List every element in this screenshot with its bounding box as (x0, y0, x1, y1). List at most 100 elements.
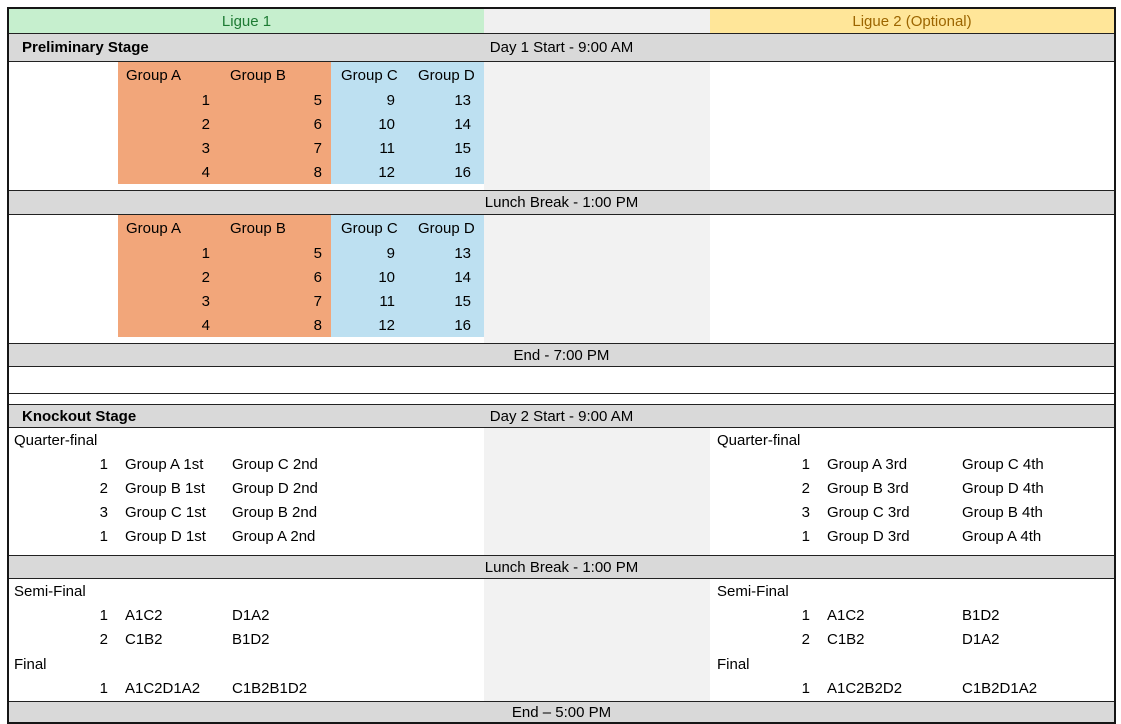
group-b-header: Group B (215, 215, 331, 241)
match-row: 4 8 12 16 (118, 160, 484, 184)
match-number: 16 (408, 160, 484, 184)
match-away: Group C 4th (962, 456, 1044, 473)
match-home: Group A 3rd (827, 456, 908, 473)
match-number: 1 (99, 680, 108, 697)
band-lunch-day2: Lunch Break - 1:00 PM (9, 555, 1114, 579)
match-number: 10 (331, 112, 408, 136)
match-home: Group B 3rd (827, 480, 909, 497)
match-number: 6 (215, 265, 331, 289)
match-row: 1 5 9 13 (118, 88, 484, 112)
match-number: 9 (331, 241, 408, 265)
match-number: 12 (331, 313, 408, 337)
semifinal-right-title: Semi-Final (717, 583, 789, 600)
middle-strip-quarterfinal (484, 428, 710, 555)
match-home: A1C2 (125, 607, 163, 624)
match-number: 13 (408, 241, 484, 265)
match-number: 1 (801, 456, 810, 473)
match-home: C1B2 (125, 631, 163, 648)
match-away: Group B 2nd (232, 504, 318, 521)
match-number: 3 (118, 136, 215, 160)
match-row: 3 7 11 15 (118, 136, 484, 160)
ligue2-header: Ligue 2 (Optional) (710, 9, 1114, 33)
schedule-sheet: Ligue 1 Ligue 2 (Optional) Preliminary S… (7, 7, 1116, 724)
lunch-break-text: Lunch Break - 1:00 PM (484, 194, 639, 211)
match-number: 2 (99, 480, 108, 497)
lunch-break-text: Lunch Break - 1:00 PM (484, 558, 639, 576)
match-number: 1 (801, 607, 810, 624)
match-row: 4 8 12 16 (118, 313, 484, 337)
match-number: 3 (801, 504, 810, 521)
band-day2-start: Knockout Stage Day 2 Start - 9:00 AM (9, 404, 1114, 428)
final-right-title: Final (717, 656, 750, 673)
semifinal-left-title: Semi-Final (14, 583, 86, 600)
group-table-session2: Group A Group B Group C Group D 1 5 9 13… (118, 215, 484, 337)
match-home: A1C2D1A2 (125, 680, 201, 697)
match-number: 14 (408, 265, 484, 289)
match-away: Group D 2nd (232, 480, 318, 497)
match-home: Group A 1st (125, 456, 204, 473)
group-d-header: Group D (408, 215, 484, 241)
match-away: C1B2B1D2 (232, 680, 308, 697)
match-number: 7 (215, 289, 331, 313)
middle-strip-prelim1 (484, 62, 710, 190)
ligue1-header: Ligue 1 (9, 9, 484, 33)
match-number: 16 (408, 313, 484, 337)
match-away: Group A 4th (962, 528, 1042, 545)
match-away: Group A 2nd (232, 528, 316, 545)
group-a-header: Group A (118, 215, 215, 241)
match-number: 5 (215, 241, 331, 265)
day2-start-text: Day 2 Start - 9:00 AM (489, 407, 634, 425)
match-number: 1 (99, 456, 108, 473)
match-number: 1 (801, 528, 810, 545)
preliminary-stage-label: Preliminary Stage (22, 39, 149, 56)
match-away: Group D 4th (962, 480, 1044, 497)
group-b-header: Group B (215, 62, 331, 88)
spacer-divider-line (9, 393, 1114, 394)
match-number: 2 (801, 480, 810, 497)
match-number: 1 (118, 88, 215, 112)
group-header-row: Group A Group B Group C Group D (118, 62, 484, 88)
match-home: Group C 3rd (827, 504, 910, 521)
match-number: 15 (408, 289, 484, 313)
end-day2-text: End – 5:00 PM (511, 703, 612, 721)
match-number: 4 (118, 160, 215, 184)
group-a-header: Group A (118, 62, 215, 88)
match-number: 1 (801, 680, 810, 697)
group-table-session1: Group A Group B Group C Group D 1 5 9 13… (118, 62, 484, 184)
group-c-header: Group C (331, 215, 408, 241)
match-number: 3 (118, 289, 215, 313)
match-number: 13 (408, 88, 484, 112)
match-away: B1D2 (232, 631, 270, 648)
band-lunch-day1: Lunch Break - 1:00 PM (9, 190, 1114, 215)
match-number: 1 (99, 528, 108, 545)
match-number: 8 (215, 313, 331, 337)
group-c-header: Group C (331, 62, 408, 88)
match-number: 10 (331, 265, 408, 289)
match-number: 14 (408, 112, 484, 136)
match-number: 15 (408, 136, 484, 160)
match-home: A1C2B2D2 (827, 680, 903, 697)
group-header-row: Group A Group B Group C Group D (118, 215, 484, 241)
match-row: 2 6 10 14 (118, 265, 484, 289)
league-header-row: Ligue 1 Ligue 2 (Optional) (9, 9, 1114, 33)
match-home: Group B 1st (125, 480, 206, 497)
match-away: D1A2 (962, 631, 1000, 648)
match-number: 1 (99, 607, 108, 624)
band-day1-start: Preliminary Stage Day 1 Start - 9:00 AM (9, 33, 1114, 62)
middle-strip-semifinal (484, 579, 710, 701)
knockout-stage-label: Knockout Stage (22, 407, 137, 425)
match-number: 9 (331, 88, 408, 112)
league-header-spacer (484, 9, 710, 33)
band-end-day2: End – 5:00 PM (9, 701, 1114, 722)
quarterfinal-right-title: Quarter-final (717, 432, 801, 449)
final-left-title: Final (14, 656, 47, 673)
quarterfinal-left-title: Quarter-final (14, 432, 98, 449)
match-away: C1B2D1A2 (962, 680, 1038, 697)
match-number: 2 (801, 631, 810, 648)
match-number: 11 (331, 136, 408, 160)
match-number: 6 (215, 112, 331, 136)
match-away: Group C 2nd (232, 456, 318, 473)
match-number: 5 (215, 88, 331, 112)
match-away: B1D2 (962, 607, 1000, 624)
